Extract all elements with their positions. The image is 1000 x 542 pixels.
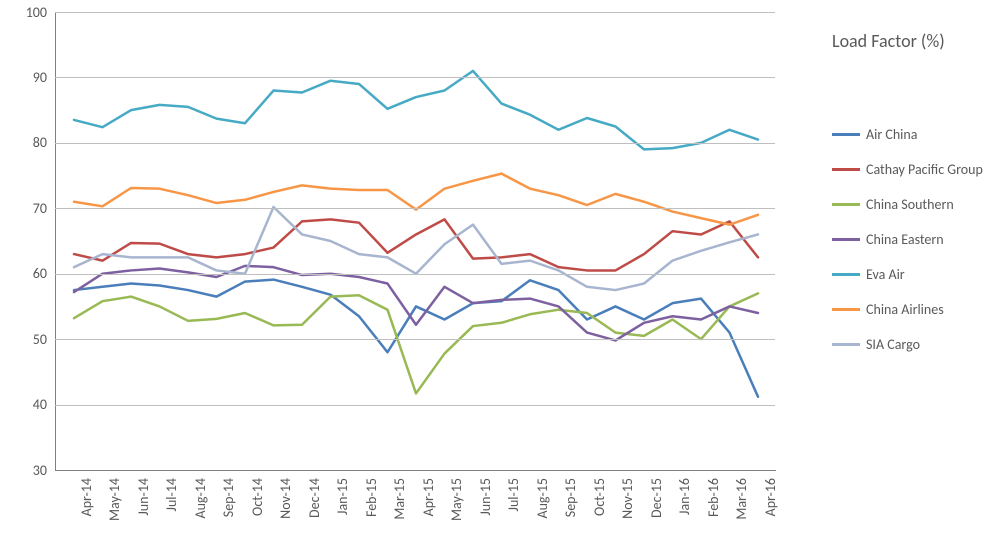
legend-item: China Southern [832, 196, 983, 213]
x-tick-label: Jun-14 [135, 478, 152, 516]
legend-item: Air China [832, 126, 983, 143]
x-tick-label: Oct-15 [591, 478, 608, 516]
legend-swatch [832, 343, 860, 346]
legend-item: SIA Cargo [832, 336, 983, 353]
x-tick-label: Jan-16 [676, 478, 693, 515]
y-tick-label: 50 [0, 331, 47, 348]
legend-swatch [832, 273, 860, 276]
legend: Air China Cathay Pacific Group China South… [832, 126, 983, 371]
y-tick-label: 40 [0, 396, 47, 413]
series-line [74, 207, 758, 290]
gridline [55, 12, 775, 13]
x-tick-label: May-14 [106, 478, 123, 521]
x-tick-label: Apr-14 [78, 478, 95, 516]
x-tick-label: Jan-15 [334, 478, 351, 515]
y-tick-label: 60 [0, 265, 47, 282]
series-line [74, 71, 758, 150]
x-tick-label: Sep-15 [562, 478, 579, 517]
x-tick-label: Jul-14 [163, 478, 180, 512]
x-tick-label: Dec-15 [648, 478, 665, 518]
gridline [55, 143, 775, 144]
x-tick-label: Dec-14 [306, 478, 323, 518]
legend-item: Cathay Pacific Group [832, 161, 983, 178]
y-tick-label: 70 [0, 200, 47, 217]
x-tick-label: Mar-15 [391, 478, 408, 520]
x-tick-label: Jul-15 [505, 478, 522, 512]
x-tick-label: Jun-15 [477, 478, 494, 516]
x-tick-label: Sep-14 [220, 478, 237, 517]
gridline [55, 77, 775, 78]
legend-item: China Airlines [832, 301, 983, 318]
gridline [55, 274, 775, 275]
x-tick-label: Aug-15 [534, 478, 551, 519]
plot-area [55, 12, 776, 471]
chart-title: Load Factor (%) [832, 30, 945, 52]
legend-item: Eva Air [832, 266, 983, 283]
legend-swatch [832, 133, 860, 136]
y-tick-label: 30 [0, 462, 47, 479]
legend-item: China Eastern [832, 231, 983, 248]
x-tick-label: Nov-15 [619, 478, 636, 519]
legend-swatch [832, 168, 860, 171]
legend-swatch [832, 238, 860, 241]
series-line [74, 219, 758, 270]
legend-swatch [832, 308, 860, 311]
x-tick-label: Apr-15 [420, 478, 437, 516]
lines-layer [56, 12, 776, 470]
legend-label: China Eastern [866, 231, 944, 248]
legend-label: Air China [866, 126, 917, 143]
legend-label: Cathay Pacific Group [866, 161, 983, 178]
x-tick-label: Feb-15 [363, 478, 380, 517]
x-tick-label: Apr-16 [762, 478, 779, 516]
x-tick-label: Aug-14 [192, 478, 209, 519]
gridline [55, 339, 775, 340]
legend-swatch [832, 203, 860, 206]
x-tick-label: May-15 [448, 478, 465, 521]
series-line [74, 174, 758, 225]
x-tick-label: Nov-14 [277, 478, 294, 519]
legend-label: China Airlines [866, 301, 944, 318]
y-tick-label: 90 [0, 69, 47, 86]
gridline [55, 405, 775, 406]
legend-label: Eva Air [866, 266, 905, 283]
legend-label: SIA Cargo [866, 336, 920, 353]
x-tick-label: Oct-14 [249, 478, 266, 516]
gridline [55, 208, 775, 209]
chart-container: 30 40 50 60 70 80 90 100 Apr-14 May-14 Jun-14 Jul-… [0, 0, 1000, 542]
legend-label: China Southern [866, 196, 954, 213]
y-tick-label: 100 [0, 4, 47, 21]
x-tick-label: Feb-16 [705, 478, 722, 517]
y-tick-label: 80 [0, 134, 47, 151]
x-tick-label: Mar-16 [733, 478, 750, 520]
